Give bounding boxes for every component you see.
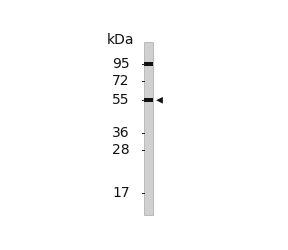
Bar bbox=[145, 62, 153, 66]
Text: 28: 28 bbox=[112, 143, 130, 157]
Text: 55: 55 bbox=[112, 93, 130, 107]
Bar bbox=[145, 98, 153, 102]
Text: 72: 72 bbox=[112, 74, 130, 88]
Text: 17: 17 bbox=[112, 186, 130, 200]
Text: 95: 95 bbox=[112, 57, 130, 71]
Bar bbox=[145, 42, 153, 215]
Text: kDa: kDa bbox=[107, 32, 134, 46]
Text: 36: 36 bbox=[112, 126, 130, 140]
